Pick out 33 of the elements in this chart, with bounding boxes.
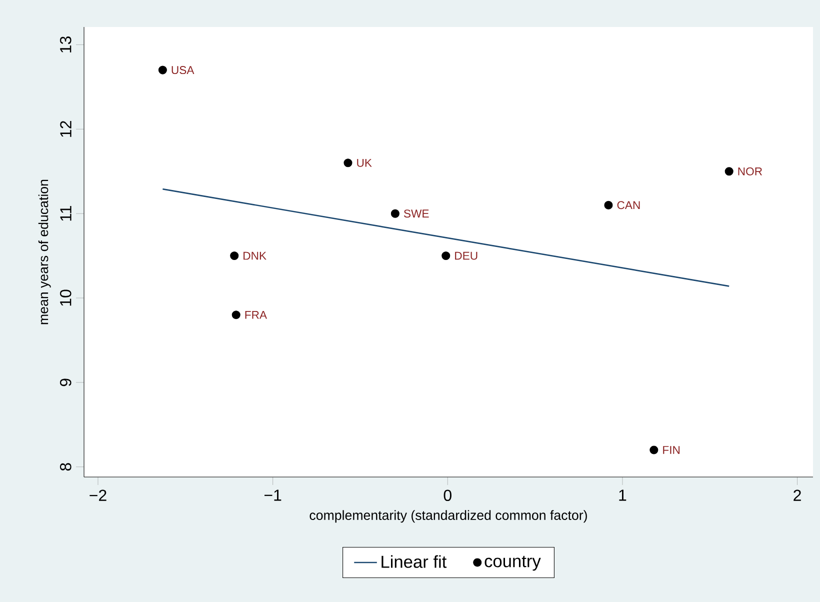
annotation: CAN xyxy=(617,201,640,210)
y-tick-label: 10 xyxy=(60,290,72,306)
y-tick-label: 9 xyxy=(60,378,72,386)
point xyxy=(232,310,240,320)
annotation: SWE xyxy=(404,210,429,218)
y-tick-label: 11 xyxy=(60,206,72,221)
x-tick-label: 0 xyxy=(444,490,452,502)
point xyxy=(650,446,658,454)
point xyxy=(158,66,167,74)
point xyxy=(442,252,450,260)
annotation: DNK xyxy=(244,252,266,260)
y-axis-title: mean years of education xyxy=(38,180,51,324)
x-axis-title: complementarity (standardized common factor) xyxy=(310,510,587,523)
annotation: UK xyxy=(357,158,372,167)
legend-label: country xyxy=(484,556,541,571)
point xyxy=(344,158,352,168)
y-tick-label: 12 xyxy=(60,121,72,137)
y-tick-label: 13 xyxy=(60,36,72,52)
point xyxy=(724,167,734,176)
annotation: FRA xyxy=(245,310,268,319)
x-tick-label: −2 xyxy=(90,490,106,501)
y-tick-label: 8 xyxy=(60,463,72,471)
annotation: NOR xyxy=(738,167,762,176)
point xyxy=(604,200,613,210)
point xyxy=(230,252,239,260)
legend-label: Linear fit xyxy=(382,555,447,568)
annotation: USA xyxy=(172,66,194,74)
annotation: DEU xyxy=(455,252,478,260)
x-tick-label: 1 xyxy=(619,490,626,501)
annotation: FIN xyxy=(663,446,680,454)
point xyxy=(390,209,400,218)
x-tick-label: −1 xyxy=(264,490,282,501)
x-tick-label: 2 xyxy=(794,490,801,501)
